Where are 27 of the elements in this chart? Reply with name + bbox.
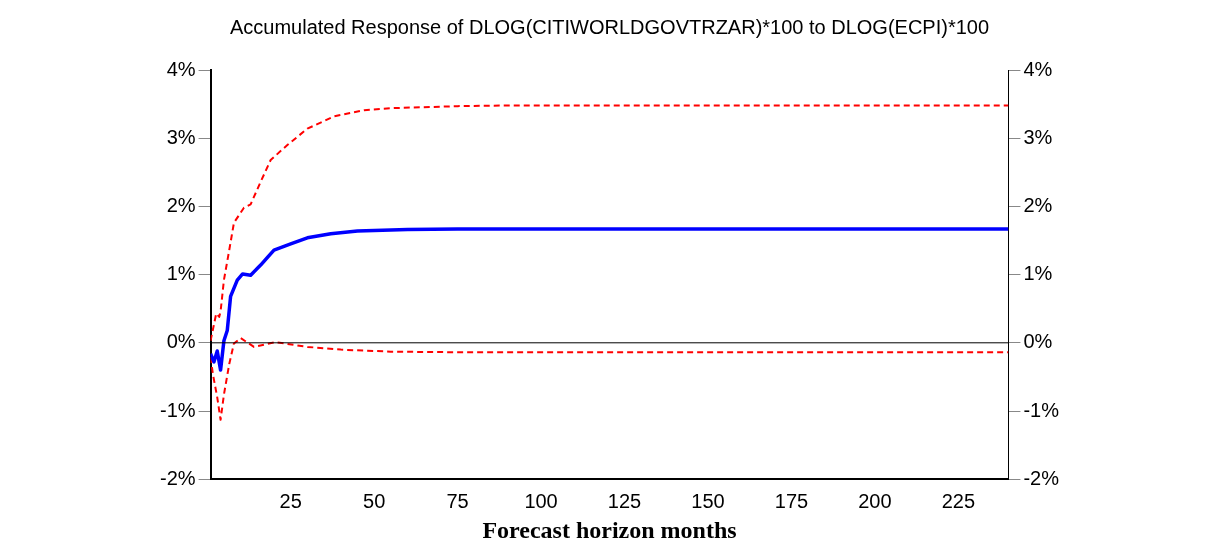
y2-tick-label: 2% (1023, 193, 1053, 216)
y-tick-label: 4% (166, 57, 196, 80)
x-tick-label: 50 (363, 489, 386, 512)
x-tick-label: 100 (524, 489, 558, 512)
y-tick-label: -1% (159, 398, 196, 421)
y-tick-label: 3% (166, 125, 196, 148)
x-tick-label: 25 (279, 489, 302, 512)
x-tick-label: 125 (607, 489, 642, 512)
chart-title: Accumulated Response of DLOG(CITIWORLDGOVTRZAR)*100 to DLOG(ECPI)*100 (229, 15, 990, 38)
y2-tick-label: 4% (1023, 57, 1053, 80)
x-tick-label: 225 (941, 489, 976, 512)
y-tick-label: -2% (159, 466, 196, 489)
y2-tick-label: -1% (1023, 398, 1060, 421)
line-series (210, 104, 1009, 342)
y-tick-label: 0% (166, 330, 196, 353)
x-tick-label: 75 (446, 489, 469, 512)
x-axis-title: Forecast horizon months (482, 516, 737, 543)
x-tick-label: 175 (774, 489, 809, 512)
y2-tick-label: 1% (1023, 262, 1053, 285)
x-tick-label: 200 (858, 489, 892, 512)
x-tick-label: 150 (691, 489, 725, 512)
line-series (210, 337, 1009, 421)
y2-tick-label: -2% (1023, 466, 1060, 489)
y2-tick-label: 3% (1023, 125, 1053, 148)
y-tick-label: 2% (166, 193, 196, 216)
y2-tick-label: 0% (1023, 330, 1053, 353)
y-tick-label: 1% (166, 262, 196, 285)
